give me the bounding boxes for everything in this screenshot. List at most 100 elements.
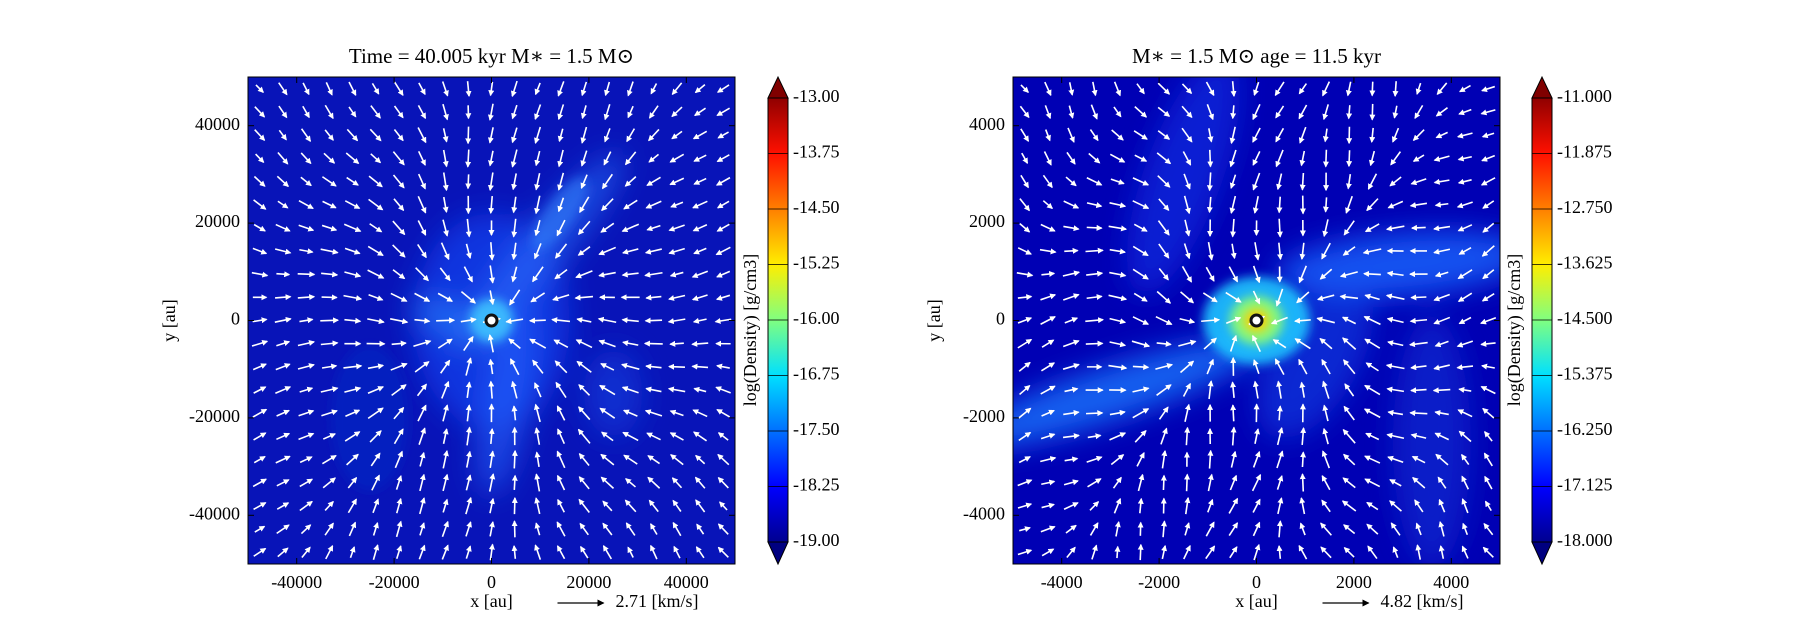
velocity-arrow <box>532 266 544 283</box>
velocity-arrow <box>415 267 429 282</box>
velocity-arrow <box>372 544 380 560</box>
velocity-arrow <box>598 246 617 256</box>
velocity-arrow <box>717 476 729 489</box>
velocity-arrow <box>1109 248 1126 255</box>
velocity-arrow <box>488 290 495 306</box>
velocity-arrow <box>1251 473 1262 492</box>
velocity-arrow <box>419 473 426 492</box>
velocity-arrow <box>551 317 571 324</box>
velocity-arrow <box>534 427 541 445</box>
velocity-arrow <box>511 474 518 491</box>
velocity-arrow <box>1480 385 1496 395</box>
velocity-arrow <box>602 500 613 512</box>
velocity-arrow <box>534 173 541 191</box>
velocity-arrow <box>621 362 640 370</box>
velocity-arrow <box>1109 153 1126 163</box>
velocity-arrow <box>298 199 314 210</box>
velocity-arrow <box>1298 358 1308 375</box>
velocity-arrow <box>672 521 682 537</box>
velocity-arrow <box>440 242 450 261</box>
y-tick-label: -20000 <box>189 406 240 426</box>
velocity-arrow <box>1181 105 1193 119</box>
velocity-arrow <box>1040 525 1056 533</box>
velocity-arrow <box>1411 455 1426 464</box>
velocity-arrow <box>465 474 472 491</box>
velocity-arrow <box>580 174 588 189</box>
velocity-arrow <box>372 521 379 536</box>
colorbar-label: log(Density) [g/cm3] <box>1504 254 1525 406</box>
velocity-arrow <box>367 269 385 279</box>
velocity-arrow <box>370 153 382 164</box>
velocity-arrow <box>1365 432 1380 441</box>
velocity-arrow <box>1341 316 1357 325</box>
velocity-arrow <box>488 543 495 561</box>
velocity-arrow <box>1389 479 1402 487</box>
velocity-arrow <box>1040 432 1056 440</box>
velocity-arrow <box>298 224 315 232</box>
velocity-arrow <box>1435 107 1448 117</box>
velocity-arrow <box>715 246 731 256</box>
colorbar-tick-label: -16.250 <box>1557 419 1613 439</box>
velocity-arrow <box>1137 543 1144 561</box>
velocity-arrow <box>344 317 362 324</box>
velocity-arrow <box>320 248 339 255</box>
velocity-arrow <box>576 360 592 373</box>
velocity-arrow <box>251 339 269 347</box>
velocity-arrow <box>577 246 591 256</box>
velocity-arrow <box>275 294 292 301</box>
velocity-arrow <box>1179 317 1196 325</box>
velocity-arrow <box>1018 361 1031 372</box>
velocity-arrow <box>1276 427 1284 446</box>
core-group <box>531 176 588 251</box>
velocity-arrow <box>1320 546 1332 559</box>
velocity-arrow <box>253 223 266 232</box>
velocity-arrow <box>1206 196 1213 214</box>
quiver-key-label: 2.71 [km/s] <box>616 591 699 611</box>
velocity-arrow <box>1409 341 1428 348</box>
velocity-arrow <box>369 430 382 443</box>
velocity-arrow <box>253 432 267 441</box>
velocity-arrow <box>367 407 384 420</box>
velocity-arrow <box>252 408 268 418</box>
velocity-arrow <box>1207 449 1214 469</box>
velocity-arrow <box>1253 543 1261 561</box>
velocity-arrow <box>650 523 658 535</box>
velocity-arrow <box>669 271 684 278</box>
velocity-arrow <box>368 294 384 301</box>
velocity-arrow <box>511 242 518 261</box>
chart-title: M∗ = 1.5 M⊙ age = 11.5 kyr <box>1132 44 1381 68</box>
velocity-arrow <box>1414 104 1424 120</box>
velocity-arrow <box>694 84 706 94</box>
velocity-arrow <box>343 223 362 232</box>
velocity-arrow <box>1041 548 1055 557</box>
velocity-arrow <box>343 363 363 370</box>
velocity-arrow <box>416 383 427 397</box>
velocity-arrow <box>369 128 382 142</box>
velocity-arrow <box>1041 479 1056 486</box>
velocity-arrow <box>1277 497 1284 515</box>
velocity-arrow <box>599 407 616 419</box>
velocity-arrow <box>1063 409 1080 416</box>
velocity-arrow <box>1391 127 1400 143</box>
velocity-arrow <box>714 317 732 324</box>
velocity-arrow <box>278 129 287 141</box>
velocity-arrow <box>645 363 662 370</box>
velocity-arrow <box>1457 224 1473 232</box>
velocity-arrow <box>1017 502 1033 509</box>
velocity-arrow <box>693 431 708 442</box>
velocity-arrow <box>695 546 705 559</box>
velocity-arrow <box>716 363 730 370</box>
velocity-arrow <box>716 270 731 278</box>
velocity-arrow <box>1157 82 1171 95</box>
colorbar-tick-label: -15.25 <box>793 253 840 273</box>
x-tick-label: 0 <box>1252 572 1261 592</box>
velocity-arrow <box>1366 501 1379 511</box>
velocity-arrow <box>1229 149 1237 168</box>
colorbar-tick-label: -15.375 <box>1557 364 1613 384</box>
velocity-arrow <box>511 266 518 283</box>
velocity-arrow <box>253 455 266 464</box>
velocity-arrow <box>393 198 405 212</box>
velocity-arrow <box>1458 108 1472 116</box>
velocity-arrow <box>1434 271 1449 278</box>
velocity-arrow <box>344 200 361 209</box>
